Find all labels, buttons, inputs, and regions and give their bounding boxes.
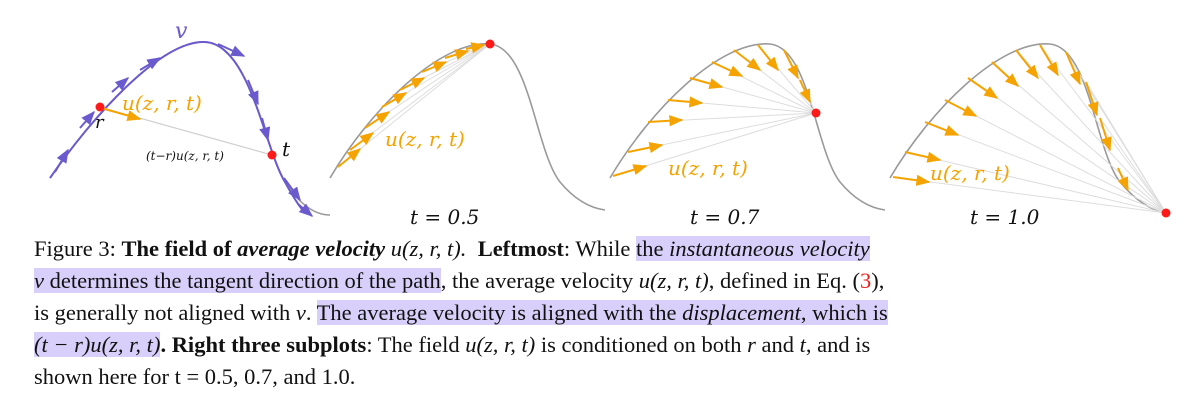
field-arrow — [1117, 167, 1129, 192]
t-label: t = 0.5 — [410, 205, 479, 229]
field-arrow — [733, 49, 762, 71]
caption-highlight: v determines the tangent direction of th… — [34, 268, 441, 293]
caption-line-5: shown here for t = 0.5, 0.7, and 1.0. — [34, 364, 356, 389]
label-u: u(z, r, t) — [122, 91, 202, 115]
field-arrow — [667, 96, 704, 108]
field-arrow — [711, 61, 744, 77]
field-arrow — [757, 44, 779, 72]
point-r — [95, 102, 105, 112]
field-arrow — [967, 77, 999, 99]
field-arrow — [991, 61, 1020, 87]
field-arrow — [904, 151, 942, 163]
field-arrow — [647, 115, 684, 127]
caption-line-2: v determines the tangent direction of th… — [34, 268, 885, 293]
subplot-t-1-0: u(z, r, t) t = 1.0 — [889, 43, 1171, 229]
field-arrow — [1099, 117, 1112, 152]
field-arrow — [381, 92, 408, 108]
caption-leftmost: Leftmost — [477, 236, 564, 261]
field-arrow — [689, 77, 724, 89]
field-arrow — [612, 164, 648, 177]
field-arrow — [627, 142, 664, 154]
field-arrow — [783, 49, 799, 80]
field-arrow — [892, 174, 931, 186]
caption-line-4: (t − r)u(z, r, t). Right three subplots:… — [34, 332, 871, 357]
field-arrow — [1065, 51, 1081, 86]
velocity-arrow — [259, 117, 271, 142]
field-arrow — [421, 61, 448, 73]
caption-line-1: Figure 3: The field of average velocity … — [34, 236, 870, 261]
velocity-arrow — [111, 77, 130, 93]
caption-highlight-math: (t − r)u(z, r, t) — [34, 332, 161, 357]
caption-highlight: The average velocity is aligned with the… — [316, 300, 888, 325]
leftmost-velocity-path — [49, 40, 306, 214]
caption-math: u(z, r, t) — [638, 268, 709, 293]
t-label: t = 1.0 — [970, 205, 1040, 229]
leftmost-panel: v u(z, r, t) r t (t−r)u(z, r, t) — [49, 19, 331, 217]
field-arrow — [1015, 49, 1039, 80]
label-r: r — [95, 112, 105, 133]
field-arrow — [364, 111, 391, 129]
field-arrow — [465, 42, 486, 54]
subplot-t-0-5: u(z, r, t) t = 0.5 — [329, 39, 606, 229]
field-arrow — [799, 79, 811, 104]
subplot-path — [609, 43, 886, 211]
field-arrow — [1085, 81, 1099, 117]
caption-title-math: u(z, r, t). — [385, 236, 467, 261]
velocity-arrow — [247, 79, 259, 106]
point-t — [1161, 208, 1171, 218]
caption-title: The field of — [121, 236, 238, 261]
caption-right-subplots: Right three subplots — [171, 332, 367, 357]
velocity-arrow — [54, 148, 69, 173]
velocity-arrow — [217, 43, 246, 57]
label-t: t — [282, 137, 291, 161]
caption-highlight: the instantaneous velocity — [636, 236, 870, 261]
velocity-arrow — [297, 203, 314, 217]
point-t — [267, 150, 277, 160]
caption-math: u(z, r, t) — [465, 332, 536, 357]
field-arrow — [1039, 44, 1059, 77]
label-displacement: (t−r)u(z, r, t) — [146, 149, 224, 163]
figure-label: Figure 3: — [34, 236, 122, 261]
t-label: t = 0.7 — [690, 205, 760, 229]
velocity-arrow — [79, 110, 95, 129]
average-velocity-arrow — [100, 107, 142, 121]
field-arrow — [337, 148, 362, 168]
figure-panels: v u(z, r, t) r t (t−r)u(z, r, t) — [49, 19, 1171, 229]
label-v: v — [175, 19, 188, 44]
field-arrow — [444, 49, 470, 61]
velocity-arrow — [283, 177, 301, 202]
subplot-path — [889, 43, 1167, 214]
field-label: u(z, r, t) — [930, 161, 1010, 185]
subplot-path — [329, 43, 606, 211]
point-t — [485, 39, 495, 49]
caption-math: v — [295, 300, 306, 325]
field-arrow — [924, 121, 960, 136]
velocity-arrow — [139, 57, 162, 71]
field-label: u(z, r, t) — [668, 156, 748, 180]
point-t — [811, 108, 821, 118]
field-arrow — [349, 132, 375, 151]
equation-ref-link[interactable]: 3 — [860, 268, 872, 293]
field-arrow — [399, 77, 426, 91]
field-label: u(z, r, t) — [385, 127, 465, 151]
subplot-t-0-7: u(z, r, t) t = 0.7 — [609, 43, 886, 229]
field-arrow — [944, 99, 978, 117]
caption-title-emphasis: average velocity — [237, 236, 386, 261]
figure-caption: Figure 3: The field of average velocity … — [34, 233, 1184, 393]
caption-line-3: is generally not aligned with v. The ave… — [34, 300, 888, 325]
